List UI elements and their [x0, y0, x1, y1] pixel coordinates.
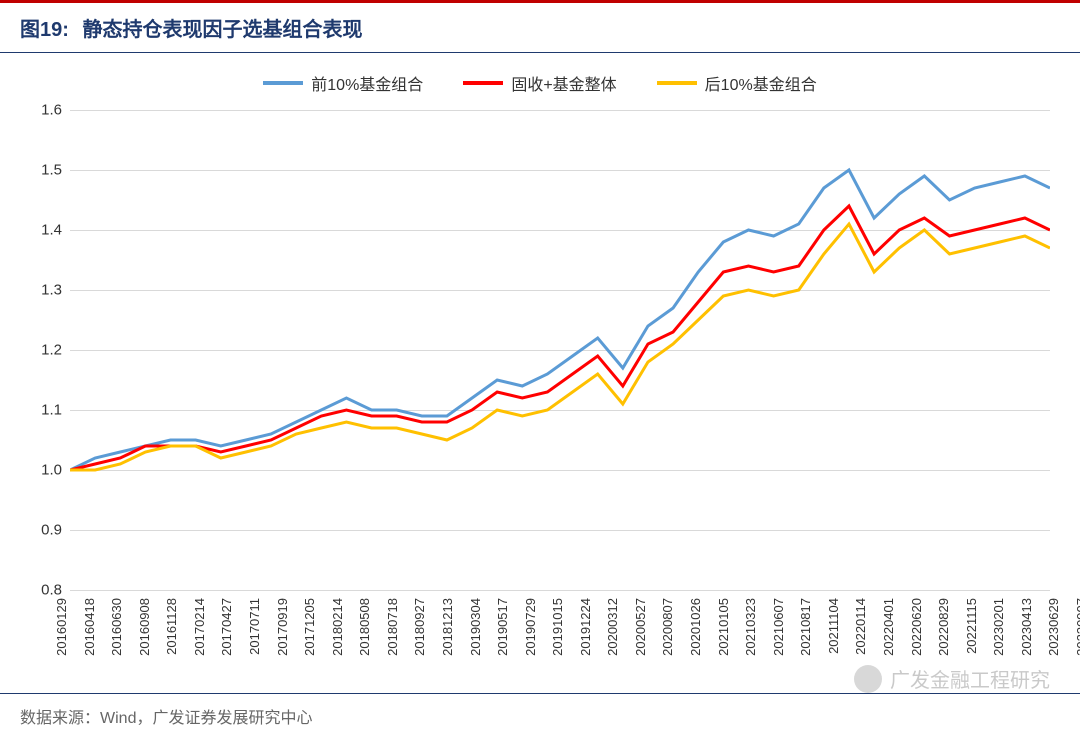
- x-tick-label: 20191015: [550, 598, 565, 656]
- x-tick-label: 20200807: [660, 598, 675, 656]
- x-tick-label: 20220114: [853, 598, 868, 655]
- x-tick-label: 20180214: [330, 598, 345, 656]
- line-plot: [70, 110, 1050, 590]
- y-tick-label: 1.5: [41, 162, 62, 179]
- x-tick-label: 20160630: [109, 598, 124, 656]
- y-axis: 0.80.91.01.11.21.31.41.51.6: [20, 110, 70, 590]
- x-tick-label: 20201026: [688, 598, 703, 656]
- x-tick-label: 20161128: [164, 598, 179, 655]
- watermark: 广发金融工程研究: [854, 664, 1050, 693]
- chart-container: 前10%基金组合固收+基金整体后10%基金组合 0.80.91.01.11.21…: [0, 53, 1080, 693]
- x-tick-label: 20190304: [468, 598, 483, 656]
- x-tick-label: 20160129: [54, 598, 69, 656]
- x-tick-label: 20220829: [936, 598, 951, 656]
- x-tick-label: 20180508: [357, 598, 372, 656]
- x-tick-label: 20160908: [137, 598, 152, 656]
- x-tick-label: 20220620: [909, 598, 924, 656]
- x-tick-label: 20191224: [578, 598, 593, 656]
- legend-label: 后10%基金组合: [705, 71, 817, 95]
- figure-number-label: 图19:: [20, 19, 69, 41]
- x-tick-label: 20221115: [964, 598, 979, 654]
- chart-footer: 数据来源：Wind，广发证券发展研究中心: [0, 693, 1080, 738]
- source-label: 数据来源：: [20, 710, 100, 727]
- chart-header: 图19: 静态持仓表现因子选基组合表现: [0, 0, 1080, 53]
- x-tick-label: 20190729: [523, 598, 538, 656]
- watermark-text: 广发金融工程研究: [890, 664, 1050, 693]
- y-tick-label: 0.8: [41, 582, 62, 599]
- x-tick-label: 20230629: [1046, 598, 1061, 656]
- series-line: [70, 170, 1050, 470]
- x-tick-label: 20210323: [743, 598, 758, 656]
- x-tick-label: 20171205: [302, 598, 317, 656]
- x-tick-label: 20210817: [798, 598, 813, 656]
- x-tick-label: 20170214: [192, 598, 207, 656]
- legend-label: 固收+基金整体: [511, 71, 616, 95]
- watermark-icon: [854, 665, 882, 693]
- y-tick-label: 1.3: [41, 282, 62, 299]
- y-tick-label: 1.0: [41, 462, 62, 479]
- legend-item: 固收+基金整体: [463, 71, 616, 95]
- x-tick-label: 20180718: [385, 598, 400, 656]
- x-tick-label: 20200312: [605, 598, 620, 656]
- x-tick-label: 20200527: [633, 598, 648, 656]
- x-tick-label: 20190517: [495, 598, 510, 656]
- x-tick-label: 20170427: [219, 598, 234, 656]
- x-tick-label: 20180927: [412, 598, 427, 656]
- y-tick-label: 1.1: [41, 402, 62, 419]
- x-tick-label: 20170711: [247, 598, 262, 655]
- x-tick-label: 20220401: [881, 598, 896, 656]
- x-tick-label: 20170919: [275, 598, 290, 656]
- series-line: [70, 224, 1050, 470]
- y-tick-label: 1.2: [41, 342, 62, 359]
- legend-item: 后10%基金组合: [657, 71, 817, 95]
- x-tick-label: 20160418: [82, 598, 97, 656]
- legend-swatch: [263, 81, 303, 85]
- source-text: Wind，广发证券发展研究中心: [100, 710, 312, 727]
- y-tick-label: 1.4: [41, 222, 62, 239]
- chart-legend: 前10%基金组合 固收+基金整体 后10%基金组合: [20, 63, 1060, 110]
- x-tick-label: 20230907: [1074, 598, 1080, 656]
- y-tick-label: 1.6: [41, 102, 62, 119]
- chart-area: 0.80.91.01.11.21.31.41.51.6: [70, 110, 1050, 590]
- legend-label: 前10%基金组合: [311, 71, 423, 95]
- x-tick-label: 20210105: [716, 598, 731, 656]
- legend-swatch: [657, 81, 697, 85]
- chart-title: 静态持仓表现因子选基组合表现: [82, 19, 362, 41]
- legend-item: 前10%基金组合: [263, 71, 423, 95]
- x-tick-label: 20230201: [991, 598, 1006, 656]
- x-tick-label: 20210607: [771, 598, 786, 656]
- x-tick-label: 20230413: [1019, 598, 1034, 656]
- x-tick-label: 20211104: [826, 598, 841, 654]
- legend-swatch: [463, 81, 503, 85]
- y-tick-label: 0.9: [41, 522, 62, 539]
- gridline: [70, 590, 1050, 591]
- x-tick-label: 20181213: [440, 598, 455, 656]
